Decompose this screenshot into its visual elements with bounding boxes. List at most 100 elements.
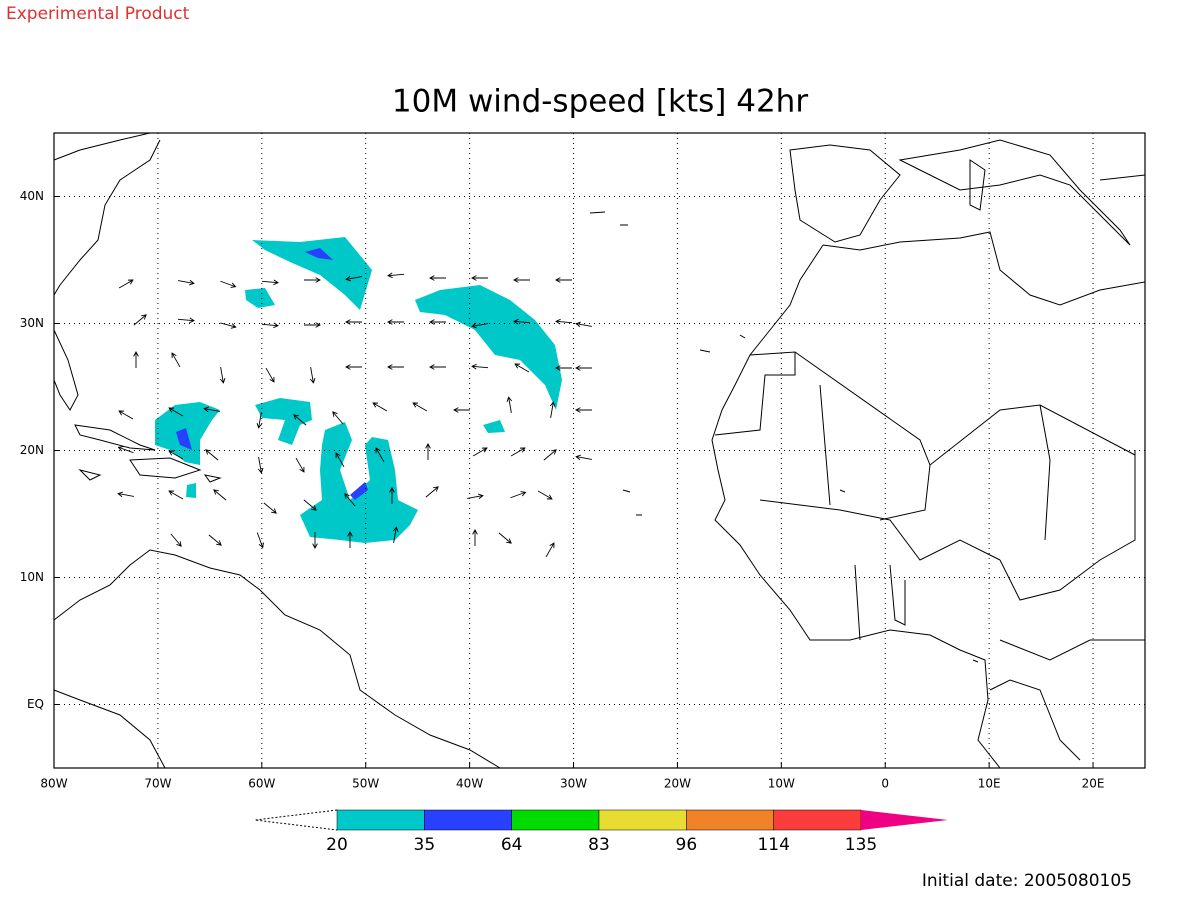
wind-arrow: [549, 401, 556, 418]
map-frame: [53, 132, 1146, 769]
wind-arrow: [514, 363, 530, 373]
colorbar-segment: [598, 809, 687, 831]
lon-tick-label: 40W: [456, 777, 483, 791]
wind-arrow: [471, 322, 488, 329]
wind-arrow: [219, 367, 226, 384]
wind-arrow: [335, 452, 345, 468]
wind-arrow: [510, 447, 526, 457]
lat-tick-label: 30N: [20, 316, 44, 330]
wind-arrow: [118, 279, 134, 289]
wind-arrow: [345, 319, 362, 325]
wind-arrow: [537, 490, 553, 500]
wind-arrow: [506, 396, 513, 413]
colorbar-segment: [686, 809, 774, 831]
colorbar-extension-high: [861, 810, 948, 830]
wind-arrow: [467, 493, 484, 500]
wind-arrow: [208, 534, 222, 546]
wind-arrow: [555, 277, 572, 283]
colorbar-segment: [773, 809, 862, 831]
wind-arrow: [387, 364, 404, 370]
product-label: Experimental Product: [6, 4, 190, 24]
wind-area: [186, 483, 196, 498]
wind-arrow: [117, 446, 134, 454]
lon-tick-label: 10W: [768, 777, 795, 791]
wind-arrow: [513, 277, 530, 283]
lon-tick-label: 30W: [560, 777, 587, 791]
wind-arrow: [453, 407, 470, 413]
wind-arrow: [220, 322, 237, 329]
wind-arrow: [429, 319, 446, 325]
south-america: [53, 549, 501, 769]
wind-arrow: [205, 449, 219, 461]
wind-arrow: [171, 352, 181, 368]
wind-arrow: [345, 275, 362, 282]
wind-area: [245, 288, 275, 308]
map-title: 10M wind-speed [kts] 42hr: [392, 84, 808, 120]
wind-arrow: [575, 321, 592, 328]
colorbar-label: 64: [501, 835, 523, 855]
wind-arrow: [387, 272, 405, 279]
colorbar-segment: [511, 809, 600, 831]
wind-arrow: [220, 280, 237, 288]
wind-arrow: [263, 502, 277, 514]
wind-shading: [155, 237, 562, 543]
wind-arrow: [513, 318, 531, 325]
wind-arrow: [375, 447, 385, 463]
lon-tick-label: 0: [881, 777, 889, 791]
lon-tick-label: 10E: [978, 777, 1001, 791]
wind-arrow: [303, 499, 317, 511]
wind-arrow: [510, 491, 527, 499]
colorbar: 20 35 64 83 96 114 135: [254, 809, 948, 855]
wind-arrow: [472, 447, 488, 457]
colorbar-label: 114: [757, 835, 789, 855]
wind-arrow: [425, 486, 439, 498]
wind-arrow: [545, 542, 555, 558]
wind-arrow: [412, 402, 428, 412]
graticule: 80W 70W 60W 50W 40W 30W 20W 10W 0 10E 20E EQ 10N 20N 3…: [20, 133, 1145, 791]
wind-core: [350, 482, 368, 500]
coastlines: [53, 132, 1146, 769]
wind-area: [483, 420, 505, 433]
colorbar-label: 35: [414, 835, 436, 855]
wind-arrow: [344, 493, 356, 507]
lon-tick-label: 60W: [248, 777, 275, 791]
wind-arrow: [425, 443, 431, 460]
wind-arrow: [429, 364, 446, 370]
wind-arrow: [257, 457, 264, 474]
lon-tick-label: 20E: [1082, 777, 1105, 791]
wind-arrow: [295, 457, 305, 473]
wind-vectors: [117, 272, 592, 558]
caribbean: [74, 424, 222, 483]
wind-arrow: [304, 322, 321, 328]
colorbar-segment: [336, 809, 425, 831]
wind-arrow: [133, 314, 147, 326]
wind-arrow: [213, 489, 227, 501]
wind-area: [300, 422, 418, 543]
wind-arrow: [555, 365, 572, 371]
wind-arrow: [312, 532, 318, 549]
wind-arrow: [118, 410, 134, 420]
wind-arrow: [345, 364, 362, 370]
wind-arrow: [429, 275, 446, 281]
wind-arrow: [203, 406, 220, 413]
lat-tick-label: EQ: [27, 697, 44, 711]
wind-arrow: [304, 277, 321, 283]
wind-arrow: [261, 322, 279, 329]
wind-arrow: [543, 449, 557, 461]
africa: [711, 231, 1146, 769]
wind-arrow: [256, 412, 263, 429]
wind-arrow: [392, 526, 399, 543]
wind-arrow: [387, 319, 404, 325]
wind-arrow: [117, 491, 134, 498]
wind-arrow: [178, 279, 195, 286]
wind-arrow: [555, 318, 573, 325]
wind-area: [255, 398, 312, 445]
lat-tick-label: 40N: [20, 189, 44, 203]
wind-arrow: [498, 532, 512, 544]
wind-arrow: [293, 414, 307, 426]
wind-arrow: [389, 487, 395, 504]
north-america: [53, 132, 161, 411]
wind-arrow: [471, 275, 488, 281]
wind-arrow: [472, 529, 478, 546]
